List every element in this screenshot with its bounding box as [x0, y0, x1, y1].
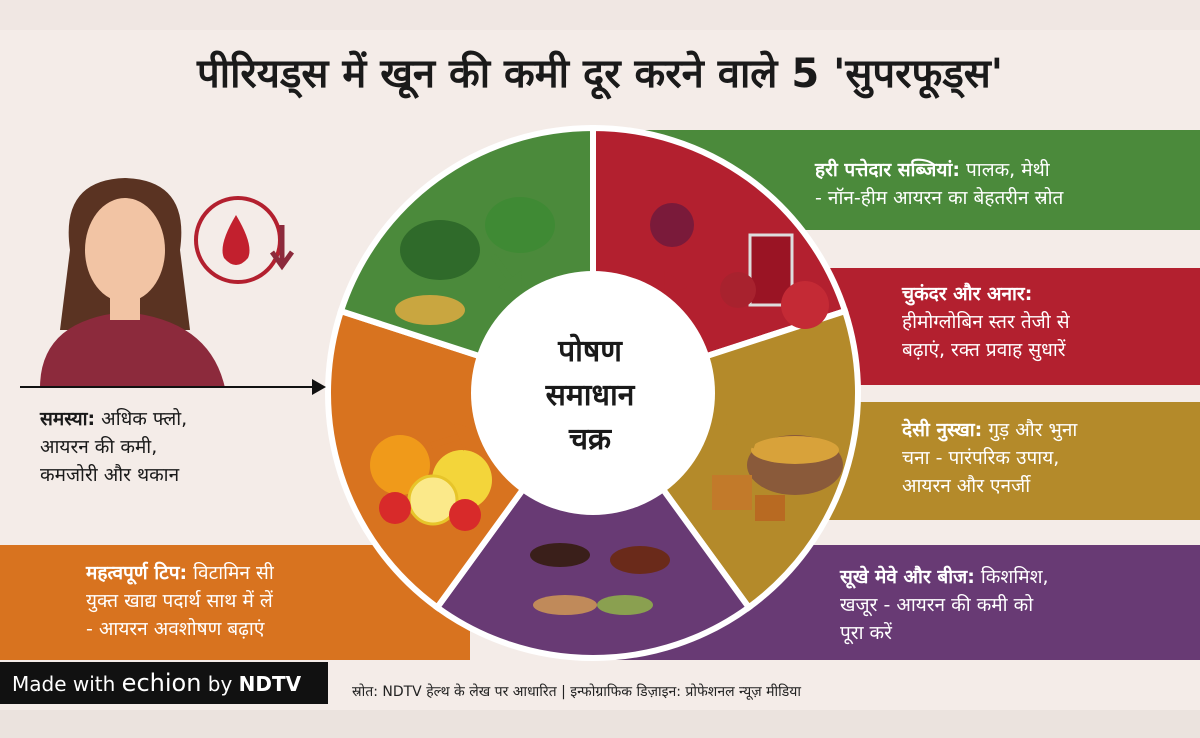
wheel-center	[471, 271, 715, 515]
arrow-head	[578, 515, 608, 535]
problem-text: समस्या: अधिक फ्लो, आयरन की कमी, कमजोरी औ…	[40, 408, 188, 486]
echion-logo: echion	[121, 669, 202, 697]
page-title: पीरियड्स में खून की कमी दूर करने वाले 5 …	[196, 51, 1004, 97]
arrow-head	[312, 379, 326, 395]
top-strip	[0, 0, 1200, 30]
source-credit: स्रोत: NDTV हेल्थ के लेख पर आधारित | इन्…	[352, 684, 801, 700]
beetroot-pomegranate-juice	[650, 203, 829, 329]
made-with-badge[interactable]: Made with echion by NDTV	[0, 662, 328, 704]
dry-fruits-seeds	[530, 543, 670, 615]
center-label: पोषण समाधान चक्र	[545, 334, 635, 457]
arrow-head	[497, 270, 522, 295]
arrow-head	[664, 270, 689, 295]
citrus-fruits	[370, 435, 492, 531]
woman-illustration	[40, 178, 225, 388]
arrow-head	[709, 422, 732, 451]
blood-drop-down-icon	[194, 196, 295, 284]
arrow-head	[454, 422, 477, 451]
jaggery-chana	[712, 435, 843, 521]
leafy-greens	[395, 197, 555, 325]
ndtv-logo: NDTV	[238, 672, 302, 696]
bottom-strip	[0, 710, 1200, 738]
